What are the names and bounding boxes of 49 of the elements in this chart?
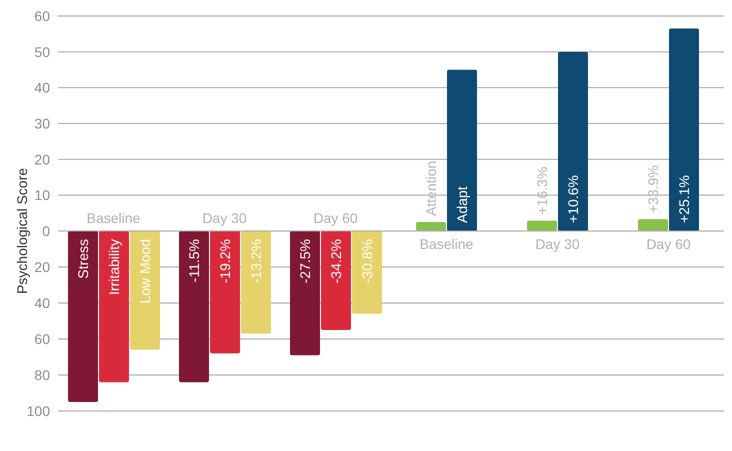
annotation: -19.2% <box>217 239 233 284</box>
x-tick-label: Day 60 <box>313 210 358 226</box>
annotation: +33.9% <box>645 165 661 214</box>
bar <box>447 70 477 231</box>
series-label: Irritability <box>106 239 122 296</box>
y-tick-label: 10 <box>34 187 50 204</box>
bar <box>210 231 240 354</box>
text: Attention <box>423 160 439 216</box>
bar <box>241 231 271 334</box>
annotation: -11.5% <box>186 239 202 282</box>
x-tick-label: Baseline <box>420 236 474 252</box>
series-label: Stress <box>75 239 91 279</box>
y-tick-label: 20 <box>34 151 50 168</box>
bar <box>99 231 129 382</box>
bar <box>527 220 557 231</box>
y-tick-label: 40 <box>34 80 50 96</box>
bar <box>179 231 209 382</box>
y-tick-label: 60 <box>34 330 50 347</box>
bar <box>352 231 382 314</box>
y-tick-label: 100 <box>26 402 50 419</box>
annotation: -30.8% <box>359 239 375 284</box>
annotation: -34.2% <box>328 239 344 284</box>
y-tick-label: 60 <box>34 8 50 24</box>
annotation: +10.6% <box>565 175 581 223</box>
bar <box>68 231 98 402</box>
series-label: Low Mood <box>137 239 153 304</box>
bar <box>638 219 668 231</box>
bar <box>321 231 351 330</box>
annotation: +25.1% <box>676 175 692 223</box>
bar <box>669 28 699 231</box>
annotation: -27.5% <box>297 239 313 284</box>
bar <box>290 231 320 356</box>
bar <box>416 222 446 231</box>
x-tick-label: Baseline <box>86 210 141 226</box>
y-tick-label: 0 <box>42 222 50 239</box>
y-axis-title: Psychological Score <box>14 168 30 294</box>
y-tick-label: 20 <box>34 258 50 275</box>
x-tick-label: Day 60 <box>646 236 691 252</box>
x-tick-label: Day 30 <box>535 236 580 252</box>
y-tick-label: 30 <box>34 115 50 132</box>
annotation: -13.2% <box>248 239 264 284</box>
y-tick-label: 80 <box>34 366 50 383</box>
y-tick-label: 40 <box>34 294 50 311</box>
bar <box>130 231 160 350</box>
y-tick-label: 50 <box>34 44 50 60</box>
annotation: +16.3% <box>534 166 550 215</box>
x-tick-label: Day 30 <box>202 210 247 226</box>
bar <box>558 52 588 231</box>
series-label: Adapt <box>454 186 470 223</box>
